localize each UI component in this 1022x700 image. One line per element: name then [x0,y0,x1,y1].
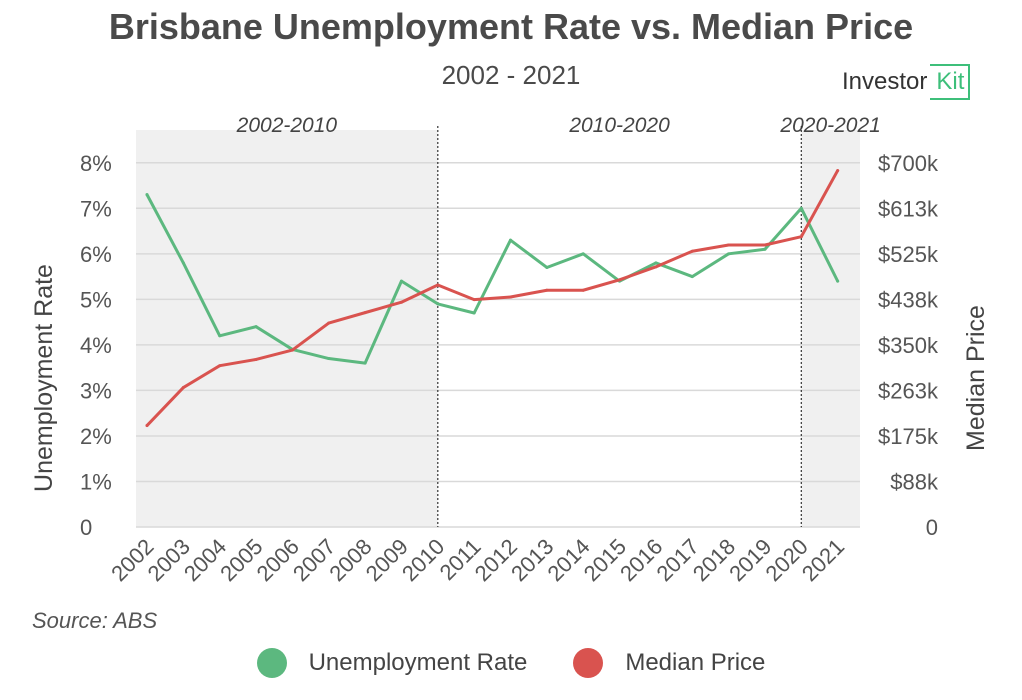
data-point-unemployment-rate [399,279,403,283]
data-point-median-price [545,288,549,292]
data-point-median-price [727,243,731,247]
right-tick-label: $175k [878,424,939,449]
data-point-median-price [799,235,803,239]
period-label-2002-2010: 2002-2010 [236,114,338,137]
right-tick-label: 0 [926,515,938,540]
left-tick-label: 5% [80,287,112,312]
left-tick-label: 4% [80,333,112,358]
data-point-median-price [836,169,840,173]
legend-swatch-unemployment [256,648,287,678]
data-point-median-price [290,348,294,352]
logo-word: Investor [842,68,928,95]
data-point-median-price [363,311,367,315]
data-point-median-price [436,283,440,287]
left-tick-label: 2% [80,424,112,449]
right-tick-label: $263k [878,378,939,403]
data-point-unemployment-rate [581,252,585,256]
data-point-median-price [399,300,403,304]
left-tick-label: 1% [80,469,112,494]
data-point-median-price [218,364,222,368]
data-point-unemployment-rate [727,252,731,256]
legend: Unemployment Rate Median Price [0,648,1022,678]
data-point-unemployment-rate [327,357,331,361]
left-tick-label: 6% [80,242,112,267]
data-point-unemployment-rate [509,238,512,242]
data-point-unemployment-rate [472,311,476,315]
series-line-median-price [145,169,840,428]
right-tick-label: $88k [890,469,939,494]
x-tick-label: 2021 [797,534,849,586]
data-point-median-price [181,386,185,390]
period-label-2010-2020: 2010-2020 [568,114,670,137]
period-shade-2020-2021 [801,130,860,527]
data-point-median-price [509,295,512,299]
right-tick-label: $525k [878,242,939,267]
data-point-unemployment-rate [836,279,840,283]
right-tick-label: $438k [878,287,939,312]
data-point-unemployment-rate [181,261,185,265]
source-note: Source: ABS [32,608,158,633]
data-point-unemployment-rate [654,261,658,265]
data-point-median-price [327,321,331,325]
data-point-median-price [254,357,258,361]
data-point-unemployment-rate [363,361,367,365]
data-point-unemployment-rate [145,193,149,197]
logo-box: Kit [930,64,971,100]
legend-swatch-median-price [573,648,604,678]
data-point-median-price [690,249,694,253]
left-tick-label: 8% [80,151,112,176]
data-point-median-price [145,424,149,428]
legend-label-unemployment: Unemployment Rate [308,649,528,676]
data-point-median-price [581,288,585,292]
data-point-unemployment-rate [436,302,440,306]
data-point-unemployment-rate [690,275,694,279]
data-point-unemployment-rate [218,334,222,338]
data-point-median-price [472,298,476,302]
data-point-unemployment-rate [799,206,803,210]
data-point-unemployment-rate [545,265,549,269]
right-axis-title: Median Price [962,305,990,451]
chart-title: Brisbane Unemployment Rate vs. Median Pr… [108,6,914,47]
left-axis-title: Unemployment Rate [30,264,58,492]
left-tick-label: 0 [80,515,92,540]
left-tick-label: 7% [80,196,112,221]
left-tick-label: 3% [80,378,112,403]
legend-label-median-price: Median Price [625,649,766,676]
right-tick-label: $700k [878,151,939,176]
period-label-2020-2021: 2020-2021 [779,114,880,137]
investorkit-logo: Investor Kit [842,64,971,100]
data-point-median-price [763,243,767,247]
right-tick-label: $613k [878,196,939,221]
legend-item-unemployment: Unemployment Rate [256,648,528,678]
data-point-unemployment-rate [254,325,258,329]
data-point-median-price [618,278,622,282]
legend-item-median-price: Median Price [573,648,765,678]
series-line-unemployment-rate [145,193,840,365]
data-point-unemployment-rate [763,247,767,251]
data-point-median-price [654,265,658,269]
right-tick-label: $350k [878,333,939,358]
period-shade-2002-2010 [136,130,438,527]
chart-subtitle: 2002 - 2021 [441,60,581,90]
